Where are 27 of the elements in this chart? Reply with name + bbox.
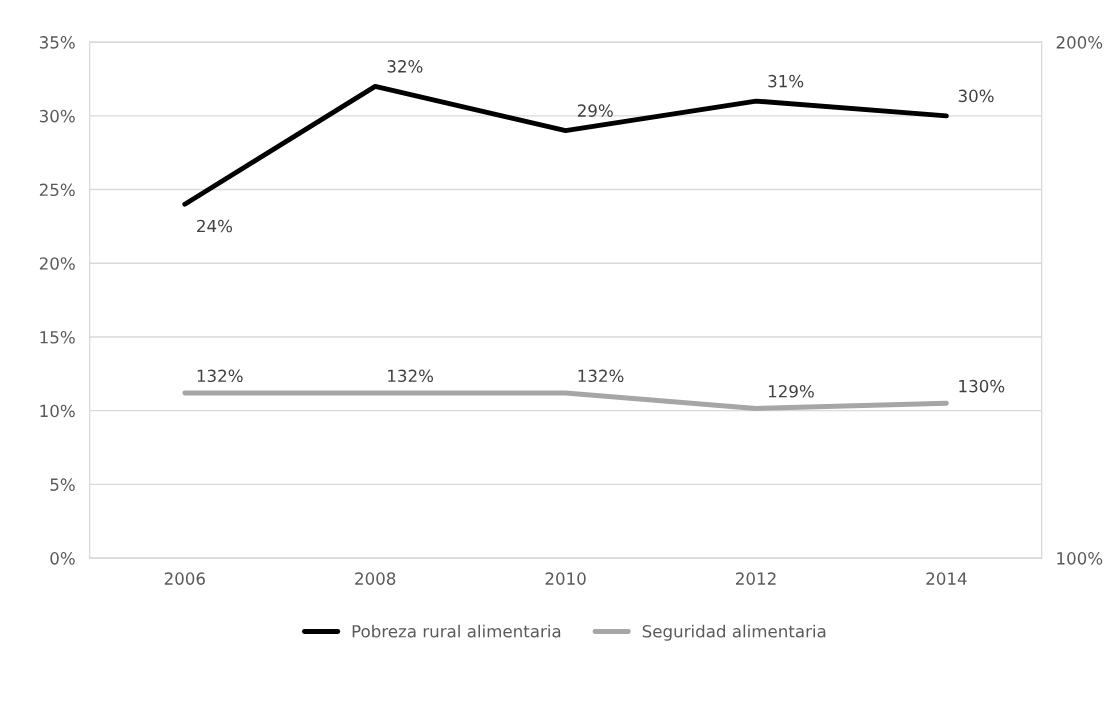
data-label: 29%: [577, 104, 613, 117]
y-tick-label: 20%: [39, 257, 75, 270]
legend-label: Pobreza rural alimentaria: [352, 624, 561, 638]
y-tick-label: 10%: [40, 404, 75, 418]
y-tick-label: 5%: [50, 478, 75, 491]
data-label: 132%: [388, 369, 434, 383]
data-label: 32%: [387, 60, 423, 73]
y2-tick-label: 200%: [1056, 36, 1103, 49]
y-tick-label: 0%: [50, 552, 75, 565]
y-tick-label: 35%: [39, 36, 75, 49]
x-tick-label: 2014: [926, 572, 967, 585]
x-tick-label: 2010: [545, 572, 586, 585]
y-tick-label: 25%: [39, 183, 75, 197]
data-label: 129%: [768, 384, 814, 398]
legend-label: Seguridad alimentaria: [642, 624, 826, 641]
y2-tick-label: 100%: [1057, 552, 1103, 565]
y-tick-label: 30%: [39, 109, 75, 123]
data-label: 24%: [197, 219, 233, 233]
data-label: 130%: [959, 379, 1005, 393]
x-tick-label: 2008: [355, 572, 396, 585]
x-tick-label: 2012: [736, 572, 776, 585]
data-label: 132%: [197, 369, 243, 383]
data-label: 132%: [578, 369, 624, 383]
data-label: 30%: [958, 89, 994, 103]
data-label: 31%: [768, 74, 804, 88]
x-tick-label: 2006: [164, 572, 205, 585]
y-tick-label: 15%: [40, 330, 75, 344]
